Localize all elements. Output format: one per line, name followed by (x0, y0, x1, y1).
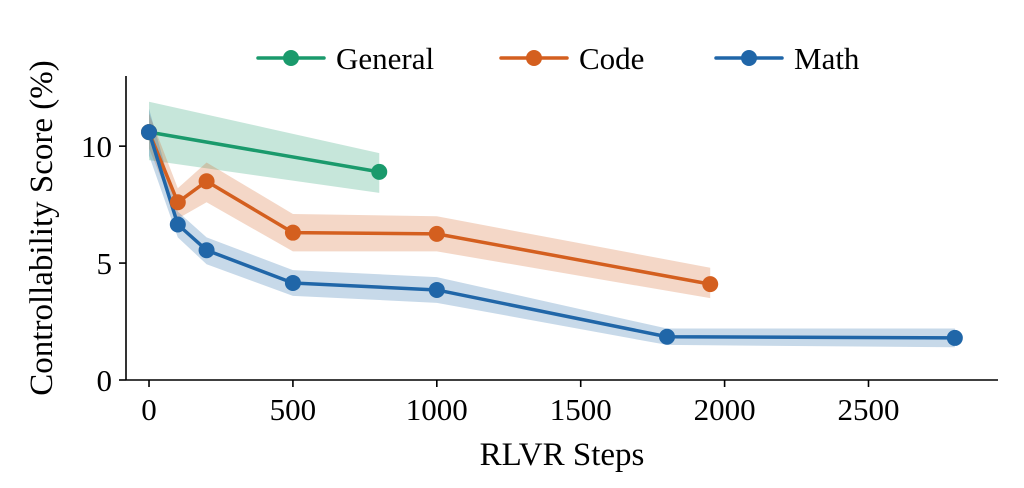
general-series-line (147, 130, 382, 174)
general-confidence-band (149, 101, 380, 193)
series-points (141, 124, 963, 346)
math-data-point (284, 274, 301, 291)
y-axis-title: Controllability Score (%) (24, 60, 60, 395)
x-tick-label: 500 (270, 392, 317, 427)
legend: General Code Math (256, 41, 860, 76)
y-tick-label: 5 (97, 246, 113, 281)
legend-label-math: Math (794, 41, 860, 76)
math-data-point (141, 124, 158, 141)
x-tick-label: 1500 (550, 392, 612, 427)
x-tick-label: 2000 (694, 392, 756, 427)
legend-item-code: Code (499, 41, 644, 76)
x-axis-ticks: 0 500 1000 1500 2000 2500 (141, 380, 899, 427)
code-series-line (147, 130, 712, 286)
math-data-point (659, 328, 676, 345)
math-data-point (169, 216, 186, 233)
y-tick-label: 0 (97, 363, 113, 398)
code-data-point (428, 225, 445, 242)
math-data-point (946, 329, 963, 346)
x-tick-label: 2500 (837, 392, 899, 427)
legend-label-code: Code (579, 41, 644, 76)
x-tick-label: 0 (141, 392, 157, 427)
legend-item-math: Math (714, 41, 860, 76)
legend-marker-code (526, 50, 542, 66)
x-axis-title: RLVR Steps (480, 437, 645, 473)
legend-label-general: General (336, 41, 434, 76)
code-data-point (198, 173, 215, 190)
math-data-point (198, 242, 215, 259)
code-confidence-band (149, 113, 711, 299)
y-tick-label: 10 (81, 129, 112, 164)
axes (125, 76, 998, 381)
y-axis-ticks: 0 5 10 (81, 129, 126, 398)
code-data-point (284, 224, 301, 241)
math-data-point (428, 281, 445, 298)
legend-marker-general (283, 50, 299, 66)
math-confidence-band (149, 108, 955, 348)
code-data-point (702, 276, 719, 293)
legend-marker-math (741, 50, 757, 66)
x-tick-label: 1000 (406, 392, 468, 427)
confidence-bands (149, 101, 955, 348)
legend-item-general: General (256, 41, 434, 76)
code-data-point (169, 194, 186, 211)
general-data-point (371, 163, 388, 180)
